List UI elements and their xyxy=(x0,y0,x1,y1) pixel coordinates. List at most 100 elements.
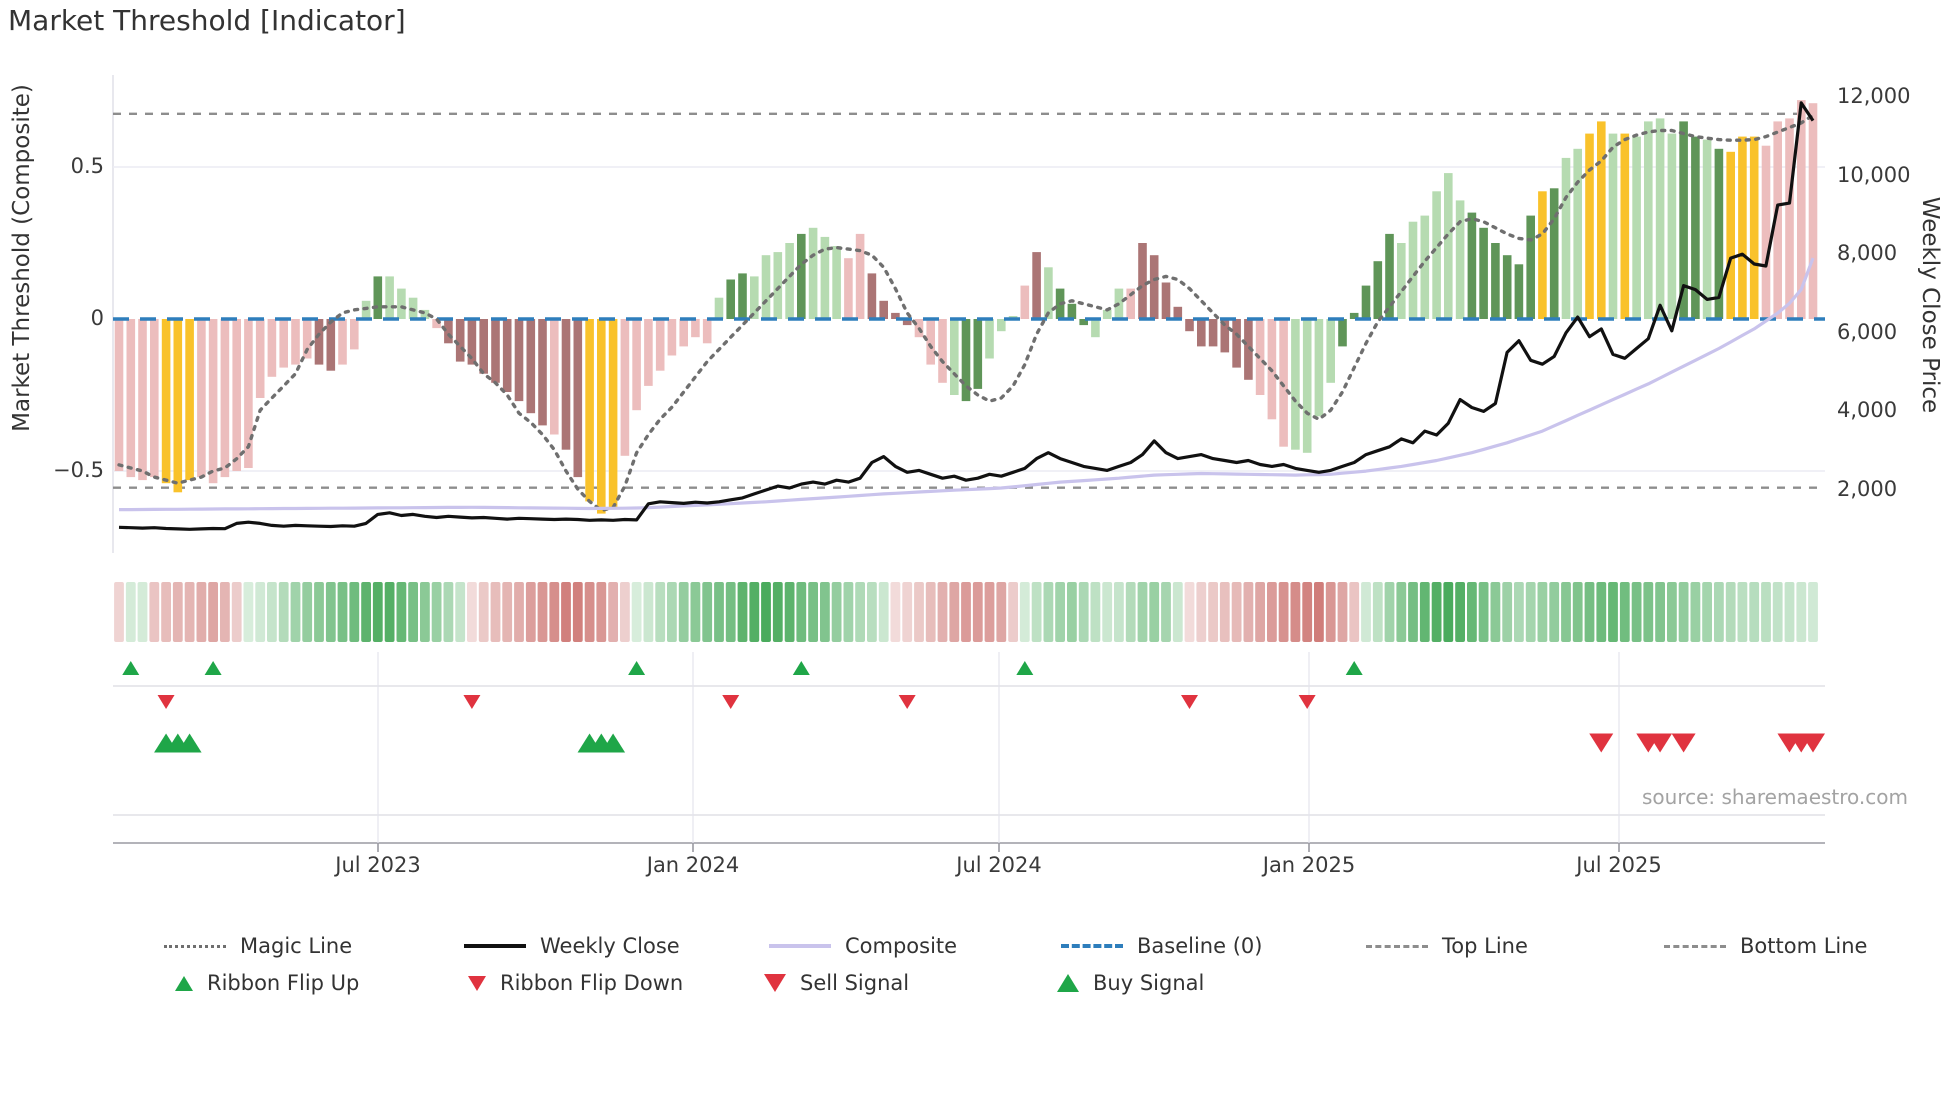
indicator-bar xyxy=(514,319,524,402)
weekly-close-swatch-icon xyxy=(464,944,526,948)
ribbon-flip-down-icon xyxy=(463,695,481,709)
indicator-bar xyxy=(1314,319,1324,417)
ribbon-cell xyxy=(1490,582,1501,642)
indicator-bar xyxy=(1773,121,1782,320)
ribbon-cell xyxy=(1278,582,1289,642)
ribbon-cell xyxy=(1584,582,1595,642)
ribbon-cell xyxy=(231,582,242,642)
indicator-bar xyxy=(1302,319,1312,453)
indicator-bar xyxy=(1526,215,1535,319)
ribbon-cell xyxy=(1055,582,1065,642)
indicator-bar xyxy=(1797,100,1806,319)
indicator-bar xyxy=(1102,309,1112,319)
ribbon-cell xyxy=(1478,582,1489,642)
indicator-bar xyxy=(773,252,783,319)
ribbon-cell xyxy=(1102,582,1113,642)
indicator-bar xyxy=(655,319,665,371)
ribbon-flip-down-icon xyxy=(1181,695,1199,709)
indicator-bar xyxy=(1126,288,1135,319)
indicator-bar xyxy=(314,319,324,365)
ribbon-cell xyxy=(1690,582,1701,642)
ribbon-flip-down-triangle-icon xyxy=(468,975,486,991)
indicator-bar xyxy=(726,279,735,319)
indicator-bar xyxy=(432,319,441,329)
indicator-bar xyxy=(1244,319,1253,380)
indicator-bar xyxy=(573,319,583,478)
legend-item-bottom-line: Bottom Line xyxy=(1664,933,1867,959)
composite-swatch-icon xyxy=(769,944,831,948)
ribbon-cell xyxy=(1502,582,1513,642)
ribbon-flip-up-icon xyxy=(628,661,646,675)
ribbon-cell xyxy=(1596,582,1607,642)
ribbon-cell xyxy=(937,582,948,642)
indicator-bar xyxy=(397,288,406,319)
ribbon-cell xyxy=(890,582,901,642)
indicator-bar xyxy=(1338,319,1347,347)
indicator-bar xyxy=(338,319,347,365)
indicator-bar xyxy=(1397,243,1406,319)
ribbon-cell xyxy=(1161,582,1171,642)
bottom-line-swatch-icon xyxy=(1664,944,1726,948)
sell-signal-icon xyxy=(1801,733,1825,753)
ribbon-cell xyxy=(420,582,430,642)
indicator-bar xyxy=(902,319,912,326)
x-axis-tick: Jan 2025 xyxy=(1262,853,1356,877)
indicator-bar xyxy=(291,319,300,365)
indicator-bar xyxy=(1232,319,1241,368)
ribbon-cell xyxy=(867,582,877,642)
top-line-swatch-icon xyxy=(1366,944,1428,948)
ribbon-cell xyxy=(549,582,560,642)
indicator-bar xyxy=(1067,303,1077,319)
indicator-bar xyxy=(1173,306,1183,319)
legend-item-sell-signal: Sell Signal xyxy=(755,970,909,996)
ribbon-cell xyxy=(1219,582,1230,642)
indicator-bar xyxy=(1361,285,1371,319)
indicator-bar xyxy=(1385,233,1394,319)
indicator-bar xyxy=(973,319,983,389)
ribbon-cell xyxy=(843,582,854,642)
x-axis-tick: Jan 2024 xyxy=(646,853,740,877)
ribbon-flip-up-icon xyxy=(204,661,222,675)
source-attribution: source: sharemaestro.com xyxy=(1642,785,1908,809)
indicator-bar xyxy=(185,319,194,481)
ribbon-cell xyxy=(1514,582,1524,642)
indicator-bar xyxy=(985,319,994,359)
indicator-bar xyxy=(1432,191,1441,319)
ribbon-cell xyxy=(431,582,442,642)
left-axis-tick: 0 xyxy=(90,306,104,330)
indicator-bar xyxy=(538,319,547,426)
ribbon-cell xyxy=(1314,582,1324,642)
indicator-bar xyxy=(1738,136,1747,319)
ribbon-cell xyxy=(1031,582,1042,642)
indicator-bar xyxy=(420,309,430,319)
ribbon-cell xyxy=(525,582,536,642)
indicator-bar xyxy=(220,319,230,478)
ribbon-cell xyxy=(125,582,136,642)
indicator-bar xyxy=(620,319,630,456)
indicator-bar xyxy=(1479,227,1488,319)
ribbon-cell xyxy=(396,582,407,642)
indicator-bar xyxy=(385,276,394,319)
ribbon-cell xyxy=(1302,582,1313,642)
ribbon-cell xyxy=(1184,582,1195,642)
ribbon-cell xyxy=(1325,582,1336,642)
ribbon-cell xyxy=(290,582,301,642)
indicator-bar xyxy=(126,319,136,478)
ribbon-cell xyxy=(514,582,524,642)
ribbon-cell xyxy=(455,582,466,642)
legend-label: Buy Signal xyxy=(1093,971,1205,995)
indicator-bar xyxy=(702,319,712,344)
ribbon-cell xyxy=(243,582,254,642)
chart-title: Market Threshold [Indicator] xyxy=(8,4,406,37)
ribbon-cell xyxy=(1396,582,1407,642)
legend-label: Ribbon Flip Up xyxy=(207,971,360,995)
indicator-bar xyxy=(797,233,806,319)
indicator-bar xyxy=(1691,136,1700,319)
ribbon-cell xyxy=(161,582,171,642)
ribbon-cell xyxy=(820,582,830,642)
ribbon-cell xyxy=(1772,582,1783,642)
indicator-bar xyxy=(785,243,794,319)
indicator-bar xyxy=(1279,319,1288,447)
x-axis-tick: Jul 2024 xyxy=(956,853,1042,877)
ribbon-cell xyxy=(349,582,360,642)
